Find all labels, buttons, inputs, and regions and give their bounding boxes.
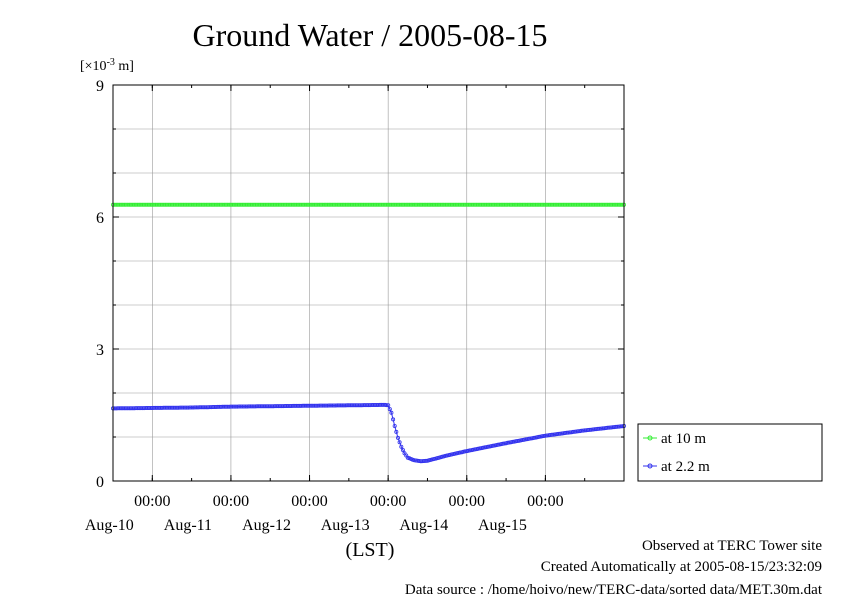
- data-point: [392, 423, 397, 428]
- x-tick-date: Aug-12: [242, 517, 291, 534]
- y-tick-label: 9: [96, 78, 104, 95]
- x-tick-time: 00:00: [370, 493, 406, 510]
- plot-frame: [112, 84, 625, 482]
- x-tick-time: 00:00: [449, 493, 485, 510]
- x-tick-date: Aug-14: [399, 517, 448, 534]
- footer: Observed at TERC Tower site Created Auto…: [405, 538, 823, 595]
- x-tick-time: 00:00: [134, 493, 170, 510]
- legend-marker-2-2m: [647, 463, 653, 469]
- data-point: [399, 444, 404, 449]
- x-axis-label: (LST): [346, 539, 395, 561]
- legend-label-2-2m: at 2.2 m: [661, 459, 710, 475]
- data-point: [391, 417, 396, 422]
- data-point: [397, 440, 402, 445]
- x-tick-date: Aug-13: [321, 517, 370, 534]
- footer-source: Data source : /home/hoivo/new/TERC-data/…: [405, 582, 823, 595]
- y-axis-label-unit: m]: [115, 59, 134, 74]
- y-tick-label: 3: [96, 342, 104, 359]
- footer-created: Created Automatically at 2005-08-15/23:3…: [541, 559, 822, 575]
- series-layer: [111, 202, 627, 464]
- footer-site: Observed at TERC Tower site: [642, 538, 822, 554]
- legend-marker-10m: [647, 435, 653, 441]
- x-tick-time: 00:00: [527, 493, 563, 510]
- legend-box: [637, 423, 823, 482]
- data-point: [394, 429, 399, 434]
- y-axis-label: [×10-3 m]: [80, 57, 134, 74]
- x-tick-date: Aug-11: [164, 517, 212, 534]
- y-axis: 0 3 6 9: [96, 78, 624, 491]
- series-line-1: [113, 404, 625, 462]
- chart-title: Ground Water / 2005-08-15: [193, 17, 548, 53]
- grid: [113, 85, 624, 481]
- data-point: [387, 407, 392, 412]
- x-tick-date: Aug-10: [85, 517, 134, 534]
- legend-label-10m: at 10 m: [661, 431, 706, 447]
- data-point: [389, 410, 394, 415]
- data-point: [386, 403, 391, 408]
- data-point: [400, 447, 405, 452]
- y-axis-label-exponent: -3: [107, 57, 115, 68]
- data-point: [395, 435, 400, 440]
- y-axis-label-base: [×10: [80, 59, 107, 74]
- x-tick-time: 00:00: [213, 493, 249, 510]
- y-tick-label: 6: [96, 210, 104, 227]
- y-tick-label: 0: [96, 474, 104, 491]
- x-tick-time: 00:00: [291, 493, 327, 510]
- legend: at 10 m at 2.2 m: [637, 423, 823, 482]
- x-axis: 00:00Aug-1000:00Aug-1100:00Aug-1200:00Au…: [85, 85, 625, 534]
- data-point: [384, 403, 389, 408]
- x-tick-date: Aug-15: [478, 517, 527, 534]
